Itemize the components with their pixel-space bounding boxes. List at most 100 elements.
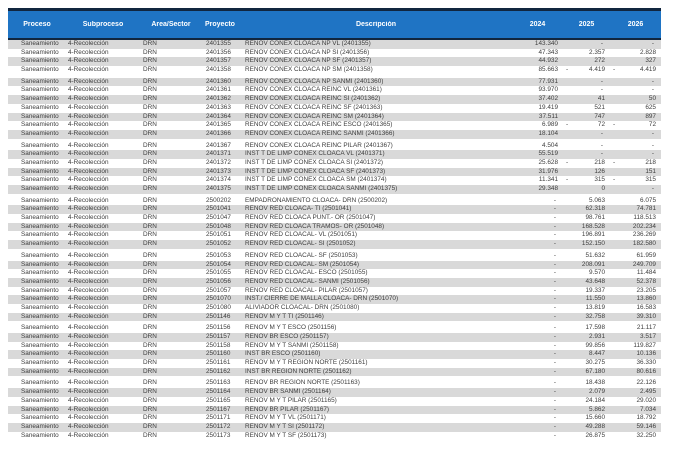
cell-2025[interactable]: 5.862	[589, 405, 605, 413]
cell-2026[interactable]: 2.495	[640, 388, 656, 396]
cell-2025[interactable]: -	[600, 86, 603, 94]
cell-proceso[interactable]: Saneamiento	[21, 295, 59, 303]
cell-subproceso[interactable]: 4-Recolección	[68, 379, 109, 387]
cell-subproceso[interactable]: 4-Recolección	[68, 214, 109, 222]
cell-2024[interactable]: -	[553, 295, 556, 303]
cell-subproceso[interactable]: 4-Recolección	[68, 121, 109, 129]
cell-proyecto[interactable]: 2401357	[206, 57, 231, 65]
cell-proceso[interactable]: Saneamiento	[21, 312, 59, 320]
cell-2026[interactable]: -	[651, 150, 654, 158]
cell-proceso[interactable]: Saneamiento	[21, 185, 59, 192]
cell-proyecto[interactable]: 2501146	[206, 312, 231, 320]
cell-2025[interactable]: - 218	[563, 159, 610, 168]
cell-proceso[interactable]: Saneamiento	[21, 77, 59, 85]
cell-proyecto[interactable]: 2401374	[206, 176, 231, 184]
cell-area-sector[interactable]: DRN	[143, 95, 157, 103]
cell-2024[interactable]: 93.970	[538, 86, 558, 94]
cell-descripcion[interactable]: INST T DE LIMP CONEX CLOACA SI (2401372)	[245, 158, 384, 166]
cell-2024[interactable]: -	[553, 405, 556, 413]
cell-subproceso[interactable]: 4-Recolección	[68, 205, 109, 213]
cell-2024[interactable]: 37.511	[538, 112, 558, 120]
cell-2026[interactable]: 50	[648, 95, 656, 103]
table-row[interactable]: Saneamiento 4-Recolección DRN 2401371 INST T…	[8, 150, 661, 159]
cell-2026[interactable]: 18.792	[636, 414, 656, 422]
cell-descripcion[interactable]: RENOV CONEX CLOACA REINC SANMI (2401366)	[245, 129, 395, 137]
cell-descripcion[interactable]: RENOV M Y T REGION NORTE (2501161)	[245, 359, 368, 367]
cell-subproceso[interactable]: 4-Recolección	[68, 350, 109, 358]
cell-2024[interactable]: -	[553, 414, 556, 422]
cell-proceso[interactable]: Saneamiento	[21, 40, 59, 47]
cell-2025[interactable]: 99.856	[585, 341, 605, 349]
cell-2025[interactable]: 168.528	[581, 222, 605, 230]
cell-2025[interactable]: 272	[594, 57, 605, 65]
cell-2024[interactable]: -	[553, 231, 556, 239]
cell-subproceso[interactable]: 4-Recolección	[68, 129, 109, 137]
cell-proyecto[interactable]: 2501057	[206, 286, 231, 294]
cell-2025[interactable]: 9.570	[589, 269, 605, 277]
cell-descripcion[interactable]: RENOV BR ESCO (2501157)	[245, 333, 329, 340]
cell-2026[interactable]: 52.378	[636, 277, 656, 285]
cell-2026[interactable]: -	[651, 77, 654, 85]
table-row[interactable]: Saneamiento 4-Recolección DRN 2501173 RENOV …	[8, 432, 661, 441]
cell-subproceso[interactable]: 4-Recolección	[68, 66, 109, 74]
cell-2024[interactable]: -	[553, 277, 556, 285]
cell-proyecto[interactable]: 2501041	[206, 205, 231, 213]
cell-area-sector[interactable]: DRN	[143, 405, 157, 413]
cell-descripcion[interactable]: RENOV CONEX CLOACA REINC ESCO (2401365)	[245, 121, 393, 129]
table-row[interactable]: Saneamiento 4-Recolección DRN 2401375 INST T…	[8, 185, 661, 194]
cell-proceso[interactable]: Saneamiento	[21, 95, 59, 103]
cell-2025[interactable]: 2.357	[589, 48, 605, 56]
cell-proyecto[interactable]: 2501051	[206, 231, 231, 239]
cell-area-sector[interactable]: DRN	[143, 86, 157, 94]
cell-2026[interactable]: 151	[645, 167, 656, 175]
cell-proyecto[interactable]: 2501167	[206, 405, 231, 413]
cell-descripcion[interactable]: RENOV RED CLOACAL- PILAR (2501057)	[245, 286, 368, 294]
cell-descripcion[interactable]: RENOV RED CLOACA TRAMOS- OR (2501048)	[245, 222, 385, 230]
cell-2025[interactable]: 17.598	[585, 324, 605, 332]
table-row[interactable]: Saneamiento 4-Recolección DRN 2501057 RENOV …	[8, 287, 661, 296]
header-cell-proceso[interactable]: Proceso	[23, 21, 51, 28]
cell-subproceso[interactable]: 4-Recolección	[68, 286, 109, 294]
cell-2025[interactable]: 152.150	[581, 240, 605, 248]
table-row[interactable]: Saneamiento 4-Recolección DRN 2501161 RENOV …	[8, 359, 661, 368]
cell-area-sector[interactable]: DRN	[143, 312, 157, 320]
cell-proyecto[interactable]: 2501055	[206, 269, 231, 277]
cell-descripcion[interactable]: RENOV RED CLOACA- TI (2501041)	[245, 205, 352, 213]
cell-area-sector[interactable]: DRN	[143, 150, 157, 158]
cell-subproceso[interactable]: 4-Recolección	[68, 240, 109, 248]
cell-proceso[interactable]: Saneamiento	[21, 359, 59, 367]
cell-2025[interactable]: 18.438	[585, 379, 605, 387]
cell-area-sector[interactable]: DRN	[143, 431, 157, 439]
cell-2026[interactable]: -	[651, 40, 654, 47]
cell-2024[interactable]: 44.932	[538, 57, 558, 65]
cell-2024[interactable]: -	[553, 312, 556, 320]
cell-proyecto[interactable]: 2401360	[206, 77, 231, 85]
cell-proyecto[interactable]: 2401358	[206, 66, 231, 74]
cell-proceso[interactable]: Saneamiento	[21, 405, 59, 413]
cell-2025[interactable]: 196.891	[581, 231, 605, 239]
cell-proyecto[interactable]: 2501048	[206, 222, 231, 230]
cell-subproceso[interactable]: 4-Recolección	[68, 341, 109, 349]
cell-2025[interactable]: -	[600, 129, 603, 137]
cell-2024[interactable]: 55.519	[538, 150, 558, 158]
table-row[interactable]: Saneamiento 4-Recolección DRN 2501165 RENOV …	[8, 397, 661, 406]
cell-2025[interactable]: 208.091	[581, 260, 605, 268]
header-cell-area-sector[interactable]: Área/Sector	[151, 21, 191, 28]
cell-subproceso[interactable]: 4-Recolección	[68, 158, 109, 166]
cell-2026[interactable]: - 4.419	[610, 66, 661, 75]
cell-descripcion[interactable]: RENOV M Y T SI (2501172)	[245, 422, 325, 430]
table-row[interactable]: Saneamiento 4-Recolección DRN 2401362 RENOV …	[8, 95, 661, 104]
cell-2025[interactable]: 67.180	[585, 367, 605, 375]
cell-proceso[interactable]: Saneamiento	[21, 205, 59, 213]
cell-proyecto[interactable]: 2401355	[206, 40, 231, 47]
cell-2026[interactable]: -	[651, 129, 654, 137]
cell-2024[interactable]: 143.340	[534, 40, 558, 47]
cell-descripcion[interactable]: INST T DE LIMP CONEX CLOACA SANMI (24013…	[245, 185, 398, 192]
cell-subproceso[interactable]: 4-Recolección	[68, 405, 109, 413]
cell-descripcion[interactable]: RENOV BR SANMI (2501164)	[245, 388, 331, 396]
cell-descripcion[interactable]: EMPADRONAMIENTO CLOACA- DRN (2500202)	[245, 196, 388, 204]
cell-descripcion[interactable]: RENOV CONEX CLOACA REINC SM (2401364)	[245, 112, 384, 120]
cell-area-sector[interactable]: DRN	[143, 359, 157, 367]
cell-proceso[interactable]: Saneamiento	[21, 167, 59, 175]
cell-subproceso[interactable]: 4-Recolección	[68, 251, 109, 259]
